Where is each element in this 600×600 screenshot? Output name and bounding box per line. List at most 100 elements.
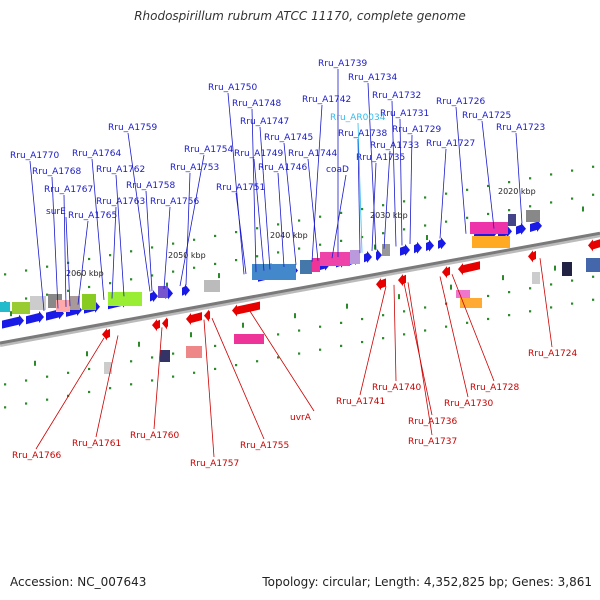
lower-rail-dot bbox=[487, 294, 490, 298]
forward-label-leader bbox=[331, 174, 347, 259]
top-rail-dot bbox=[592, 165, 595, 168]
bottom-rail-dot bbox=[592, 298, 595, 301]
kbp-label: 2030 kbp bbox=[370, 211, 408, 220]
bottom-rail-dot bbox=[403, 333, 406, 336]
reverse-label-leader bbox=[539, 258, 553, 348]
gene-block bbox=[234, 334, 264, 344]
forward-label-leader bbox=[439, 148, 447, 239]
lower-rail-dot bbox=[571, 279, 574, 282]
forward-gene-label: Rru_A1765 bbox=[68, 211, 117, 221]
forward-gene-label: Rru_A1748 bbox=[232, 99, 281, 109]
gene-block bbox=[108, 292, 142, 306]
top-rail-dot bbox=[550, 173, 553, 176]
reverse-gene-label: Rru_A1740 bbox=[372, 383, 421, 393]
bottom-rail-dot bbox=[424, 329, 427, 332]
gene-block bbox=[160, 350, 170, 362]
reverse-gene-arrow bbox=[162, 317, 168, 330]
bottom-rail-dot bbox=[382, 337, 385, 340]
forward-label-leader bbox=[91, 158, 105, 301]
top-rail-dot bbox=[529, 177, 532, 180]
reverse-label-leader bbox=[393, 284, 397, 382]
bottom-rail-dot bbox=[508, 314, 511, 317]
lower-rail-dot bbox=[172, 352, 175, 355]
forward-gene-arrow bbox=[376, 249, 382, 262]
kbp-tick bbox=[426, 235, 428, 241]
forward-label-leader bbox=[185, 172, 191, 285]
upper-rail-dot bbox=[277, 251, 280, 254]
gene-block bbox=[0, 302, 10, 312]
reverse-gene-label: Rru_A1761 bbox=[72, 439, 121, 449]
forward-gene-label: Rru_A1746 bbox=[258, 163, 307, 173]
reverse-gene-label: Rru_A1724 bbox=[528, 349, 577, 359]
upper-rail-dot bbox=[172, 270, 175, 273]
reverse-gene-arrow bbox=[458, 261, 480, 276]
kbp-tick bbox=[190, 332, 192, 338]
forward-label-leader bbox=[391, 100, 397, 247]
forward-label-leader bbox=[253, 158, 265, 271]
reverse-gene-label: Rru_A1737 bbox=[408, 437, 457, 447]
reverse-gene-label: Rru_A1728 bbox=[470, 383, 519, 393]
forward-gene-label: Rru_A1723 bbox=[496, 123, 545, 133]
forward-label-leader bbox=[51, 176, 59, 309]
forward-gene-label: Rru_A1750 bbox=[208, 83, 257, 93]
upper-rail-dot bbox=[487, 212, 490, 216]
forward-gene-arrow bbox=[516, 222, 526, 235]
gene-block bbox=[472, 236, 510, 248]
gene-block bbox=[350, 250, 360, 264]
reverse-gene-arrow bbox=[186, 312, 202, 325]
reverse-gene-label: Rru_A1760 bbox=[130, 431, 179, 441]
forward-gene-label: Rru_A1751 bbox=[216, 183, 265, 193]
top-rail-dot bbox=[235, 230, 238, 234]
forward-label-leader bbox=[145, 190, 153, 292]
lower-rail-dot bbox=[529, 287, 532, 290]
upper-rail-dot bbox=[529, 205, 532, 208]
forward-label-leader bbox=[357, 138, 361, 254]
forward-gene-label: Rru_A1754 bbox=[184, 145, 233, 155]
reverse-label-leader bbox=[35, 337, 105, 450]
upper-rail-dot bbox=[193, 266, 196, 269]
top-rail-dot bbox=[46, 265, 49, 268]
backbone bbox=[0, 231, 600, 345]
rna-gene-label: Rru_AR0034 bbox=[330, 113, 386, 123]
forward-gene-arrow bbox=[2, 314, 24, 329]
bottom-rail-dot bbox=[361, 340, 364, 344]
top-rail-dot bbox=[361, 207, 364, 211]
lower-rail-dot bbox=[25, 379, 28, 382]
upper-rail-dot bbox=[466, 216, 469, 219]
forward-gene-label: Rru_A1758 bbox=[126, 181, 175, 191]
upper-rail-dot bbox=[340, 239, 343, 242]
bottom-rail-dot bbox=[445, 325, 448, 328]
lower-rail-dot bbox=[340, 321, 343, 324]
bottom-rail-dot bbox=[88, 390, 91, 394]
bottom-rail-dot bbox=[130, 383, 133, 386]
forward-gene-arrow bbox=[530, 219, 542, 233]
forward-label-leader bbox=[383, 150, 391, 249]
forward-label-leader bbox=[163, 206, 171, 290]
bottom-rail-dot bbox=[193, 371, 196, 374]
gene-block bbox=[586, 258, 600, 272]
kbp-tick bbox=[502, 275, 504, 281]
forward-gene-label: Rru_A1749 bbox=[234, 149, 283, 159]
lower-rail-dot bbox=[4, 383, 7, 386]
bottom-rail-dot bbox=[25, 402, 28, 405]
forward-gene-label: Rru_A1747 bbox=[240, 117, 289, 127]
forward-gene-label: Rru_A1729 bbox=[392, 125, 441, 135]
reverse-label-leader bbox=[451, 274, 495, 382]
forward-label-leader bbox=[127, 132, 151, 292]
forward-gene-label: Rru_A1763 bbox=[96, 197, 145, 207]
top-rail-dot bbox=[319, 215, 322, 218]
forward-label-leader bbox=[515, 132, 523, 224]
top-rail-dot bbox=[88, 257, 91, 261]
lower-rail-dot bbox=[298, 329, 301, 332]
kbp-tick bbox=[398, 294, 400, 300]
reverse-label-leader bbox=[249, 311, 315, 412]
reverse-gene-arrow bbox=[204, 309, 210, 322]
reverse-gene-arrow bbox=[152, 319, 160, 332]
lower-rail-dot bbox=[403, 310, 406, 313]
bottom-rail-dot bbox=[571, 302, 574, 305]
bottom-rail-dot bbox=[151, 379, 154, 382]
top-rail-dot bbox=[151, 246, 154, 249]
forward-label-leader bbox=[367, 82, 377, 251]
forward-gene-label: Rru_A1759 bbox=[108, 123, 157, 133]
reverse-gene-arrow bbox=[528, 250, 536, 263]
